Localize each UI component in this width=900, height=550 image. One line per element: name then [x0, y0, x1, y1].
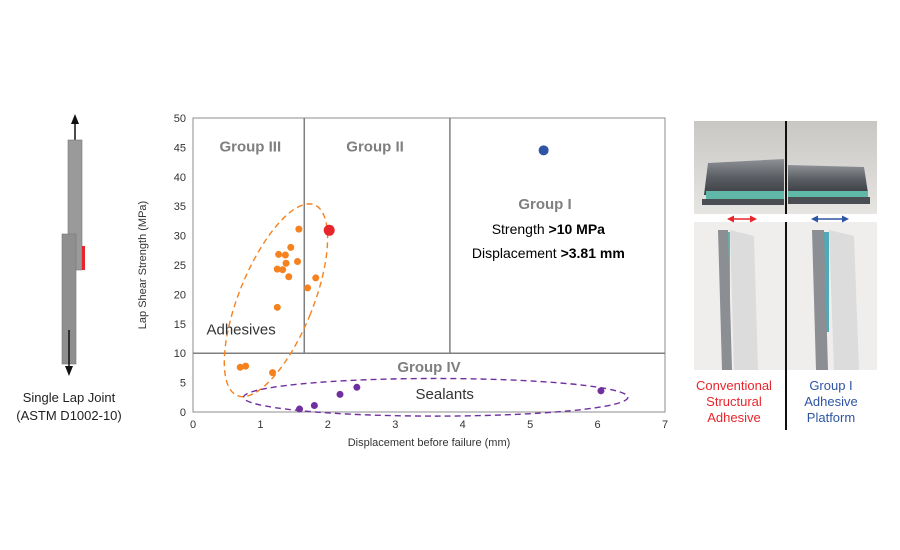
x-axis-label: Displacement before failure (mm) [348, 437, 511, 449]
y-tick-label: 20 [174, 289, 186, 301]
data-point-adhesives [236, 363, 244, 371]
displacement-prefix: Displacement [472, 245, 561, 261]
data-point-adhesives [273, 265, 281, 273]
x-tick-label: 6 [595, 419, 601, 431]
plot-frame [192, 117, 666, 413]
caption-right-line3: Platform [806, 410, 856, 425]
y-tick-label: 30 [174, 231, 186, 243]
x-tick-label: 0 [190, 419, 196, 431]
strength-criterion: Strength >10 MPa [492, 221, 605, 237]
data-point-adhesives [304, 284, 312, 292]
y-tick-label: 40 [174, 172, 186, 184]
caption-right-line1: Group I [809, 378, 853, 393]
adhesives-ellipse [223, 203, 329, 398]
strength-prefix: Strength [492, 221, 549, 237]
y-tick-label: 35 [174, 201, 186, 213]
group-i-label: Group I [518, 196, 571, 213]
group-iv-label: Group IV [397, 359, 460, 376]
top-specimen-photo [694, 121, 877, 214]
group-iii-label: Group III [219, 139, 281, 156]
y-tick-label: 45 [174, 142, 186, 154]
joint-caption-line2: (ASTM D1002-10) [16, 408, 122, 423]
displacement-criterion: Displacement >3.81 mm [472, 245, 625, 261]
y-axis-label: Lap Shear Strength (MPa) [137, 201, 149, 329]
joint-caption-line1: Single Lap Joint [22, 390, 116, 405]
y-tick-label: 25 [174, 260, 186, 272]
displacement-value: >3.81 mm [561, 245, 625, 261]
caption-divider [785, 370, 787, 430]
sealants-annotation: Sealants [416, 386, 474, 403]
data-point-adhesives [281, 251, 289, 259]
data-point-adhesives [295, 225, 303, 233]
sealants-ellipse [242, 377, 629, 417]
data-point-adhesives [275, 250, 283, 258]
x-tick-label: 5 [527, 419, 533, 431]
y-tick-label: 5 [180, 378, 186, 390]
y-tick-label: 0 [180, 407, 186, 419]
arrow-head-up-icon [71, 114, 79, 124]
adhesives-annotation: Adhesives [206, 321, 275, 338]
bottom-specimen-photo [694, 222, 877, 370]
group-i-platform-caption: Group I Adhesive Platform [786, 378, 876, 426]
data-point-adhesives [294, 257, 302, 265]
adhesive-bond [82, 246, 85, 270]
data-point-adhesives [282, 259, 290, 267]
caption-left-line3: Adhesive [707, 410, 761, 425]
data-point-sealants [597, 387, 605, 395]
x-tick-label: 2 [325, 419, 331, 431]
data-point-adhesives [312, 274, 320, 282]
strength-value: >10 MPa [549, 221, 606, 237]
blue-double-arrow-icon [811, 215, 849, 223]
data-point-adhesives [273, 303, 281, 311]
data-point-adhesives [269, 369, 277, 377]
lap-joint-diagram [61, 114, 85, 376]
data-point-adhesives [279, 266, 287, 274]
data-point-adhesives [287, 243, 295, 251]
data-point-adhesives [242, 362, 250, 370]
x-tick-label: 7 [662, 419, 668, 431]
x-tick-label: 3 [392, 419, 398, 431]
arrow-head-down-icon [65, 366, 73, 376]
data-point-sealants [310, 402, 318, 410]
data-point-highlight [323, 224, 335, 236]
data-point-group-i [538, 145, 549, 156]
data-point-adhesives [285, 273, 293, 281]
data-point-sealants [336, 390, 344, 398]
y-tick-label: 50 [174, 113, 186, 125]
y-tick-label: 10 [174, 348, 186, 360]
data-point-sealants [296, 405, 304, 413]
group-ii-label: Group II [346, 139, 404, 156]
conventional-adhesive-caption: Conventional Structural Adhesive [684, 378, 784, 426]
displacement-indicators [727, 215, 849, 223]
x-tick-label: 1 [257, 419, 263, 431]
red-double-arrow-icon [727, 215, 757, 223]
caption-left-line1: Conventional [696, 378, 772, 393]
data-point-sealants [353, 383, 361, 391]
y-tick-label: 15 [174, 319, 186, 331]
x-tick-label: 4 [460, 419, 466, 431]
caption-left-line2: Structural [706, 394, 762, 409]
caption-right-line2: Adhesive [804, 394, 858, 409]
